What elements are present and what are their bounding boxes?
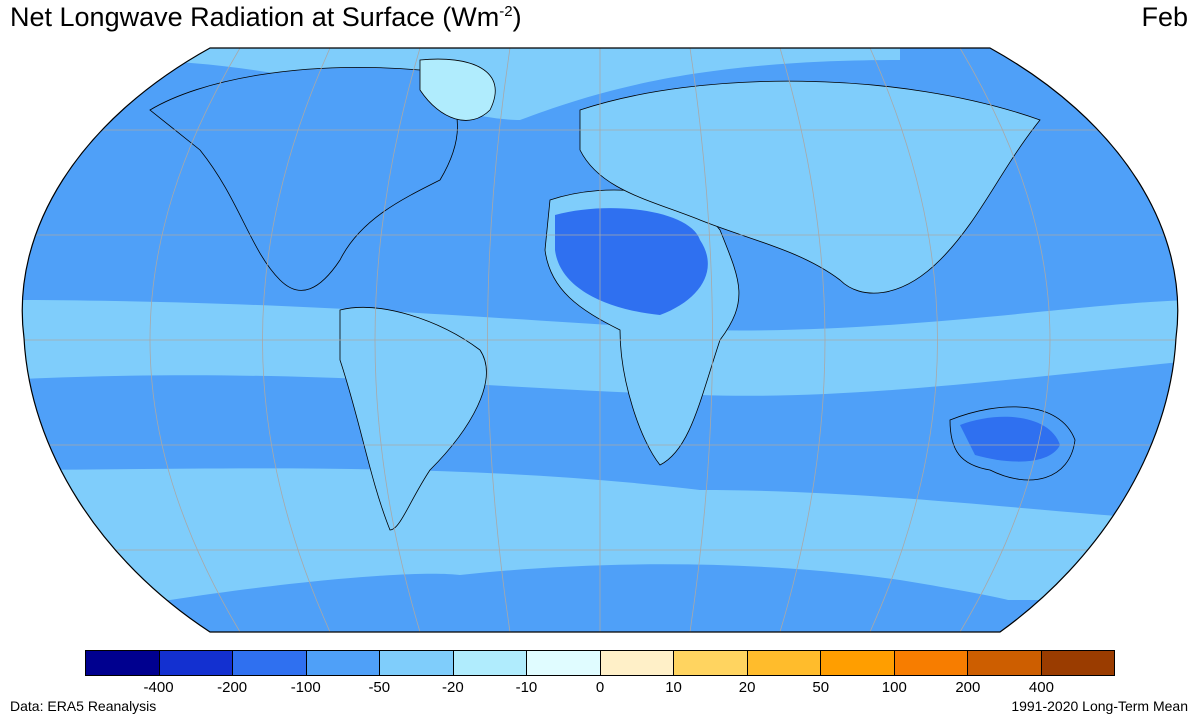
map-title: Net Longwave Radiation at Surface (Wm-2) <box>10 2 522 33</box>
colorbar-swatch <box>894 651 968 675</box>
north-america <box>149 66 458 291</box>
title-text: Net Longwave Radiation at Surface (Wm <box>10 2 500 32</box>
month-label: Feb <box>1141 2 1188 32</box>
colorbar-swatch <box>1041 651 1114 675</box>
colorbar-swatch <box>674 651 748 675</box>
colorbar <box>85 650 1115 676</box>
colorbar-tick-label: 20 <box>738 679 756 696</box>
title-exponent: -2 <box>499 3 513 20</box>
colorbar-swatch <box>821 651 895 675</box>
colorbar-swatch <box>747 651 821 675</box>
colorbar-swatch <box>86 651 160 675</box>
australia-interior <box>960 416 1060 462</box>
colorbar-swatch <box>527 651 601 675</box>
colorbar-tick-label: 50 <box>812 679 830 696</box>
eurasia <box>579 80 1041 294</box>
colorbar-swatch <box>453 651 527 675</box>
colorbar-tick-label: 0 <box>595 679 605 696</box>
colorbar-tick-label: 100 <box>881 679 907 696</box>
colorbar-tick-label: -50 <box>368 679 391 696</box>
colorbar-swatch <box>968 651 1042 675</box>
colorbar-tick-label: -200 <box>217 679 248 696</box>
greenland <box>419 58 496 121</box>
colorbar-tick-label: -400 <box>143 679 174 696</box>
period-label: 1991-2020 Long-Term Mean <box>1011 698 1188 714</box>
northern-band <box>120 48 900 120</box>
graticule <box>22 48 1178 632</box>
colorbar-tick-label: -20 <box>442 679 464 696</box>
colorbar-tick-label: 10 <box>665 679 682 696</box>
colorbar-swatch <box>600 651 674 675</box>
colorbar-tick-label: 200 <box>955 679 981 696</box>
title-close: ) <box>512 2 522 32</box>
map-fill <box>22 48 1178 632</box>
south-america <box>339 307 487 531</box>
data-source: Data: ERA5 Reanalysis <box>10 698 157 714</box>
colorbar-swatch <box>159 651 233 675</box>
colorbar-swatch <box>306 651 380 675</box>
colorbar-tick-label: -100 <box>290 679 321 696</box>
colorbar-tick-label: -10 <box>515 679 538 696</box>
colorbar-swatch <box>233 651 307 675</box>
colorbar-tick-label: 400 <box>1028 679 1054 696</box>
colorbar-swatch <box>380 651 454 675</box>
